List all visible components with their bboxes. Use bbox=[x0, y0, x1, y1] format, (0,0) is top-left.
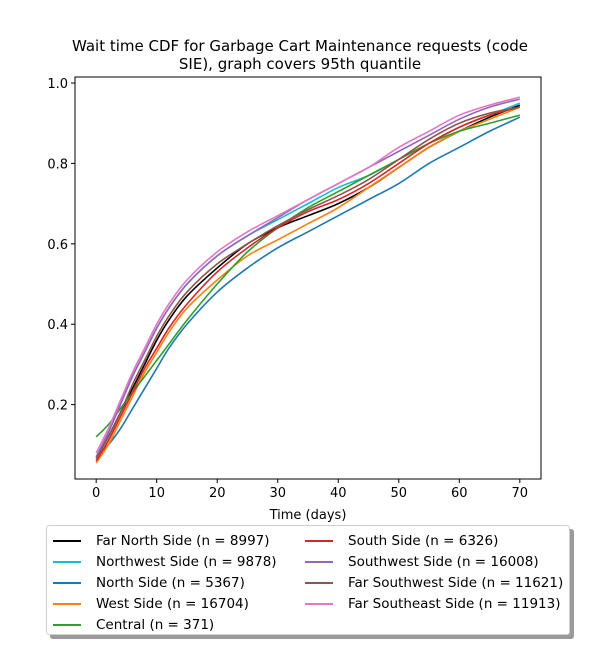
legend-swatch-5 bbox=[305, 539, 333, 542]
legend-label-2: North Side (n = 5367) bbox=[96, 574, 245, 591]
legend-swatch-0 bbox=[53, 539, 81, 542]
x-tick-label-4: 40 bbox=[330, 486, 347, 501]
series-line-8 bbox=[95, 96, 521, 454]
series-line-3 bbox=[95, 106, 521, 464]
legend: Far North Side (n = 8997) Northwest Side … bbox=[46, 525, 570, 635]
legend-label-7: Far Southwest Side (n = 11621) bbox=[348, 574, 564, 591]
y-tick-label-0: 0.2 bbox=[47, 399, 68, 414]
y-tick-label-2: 0.6 bbox=[47, 238, 68, 253]
series-line-4 bbox=[95, 114, 521, 438]
legend-item-5: South Side (n = 6326) bbox=[302, 530, 563, 551]
legend-swatch-8 bbox=[305, 602, 333, 605]
legend-swatch-2 bbox=[53, 581, 81, 584]
legend-item-1: Northwest Side (n = 9878) bbox=[50, 551, 277, 572]
x-tick-label-0: 0 bbox=[92, 486, 100, 501]
x-tick-label-3: 30 bbox=[269, 486, 286, 501]
series-line-5 bbox=[95, 106, 521, 462]
legend-label-6: Southwest Side (n = 16008) bbox=[348, 553, 539, 570]
legend-swatch-6 bbox=[305, 560, 333, 563]
series-line-1 bbox=[95, 102, 521, 458]
series-line-7 bbox=[95, 106, 520, 460]
legend-label-3: West Side (n = 16704) bbox=[96, 595, 249, 612]
plot-frame bbox=[74, 76, 542, 480]
x-tick-label-7: 70 bbox=[512, 486, 529, 501]
x-tick-label-2: 20 bbox=[209, 486, 226, 501]
legend-column-right: South Side (n = 6326) Southwest Side (n =… bbox=[302, 530, 563, 614]
legend-column-left: Far North Side (n = 8997) Northwest Side … bbox=[50, 530, 277, 635]
legend-item-8: Far Southeast Side (n = 11913) bbox=[302, 593, 563, 614]
series-line-6 bbox=[95, 98, 521, 458]
x-tick-label-6: 60 bbox=[451, 486, 468, 501]
x-tick-label-1: 10 bbox=[148, 486, 165, 501]
legend-label-5: South Side (n = 6326) bbox=[348, 532, 499, 549]
legend-item-6: Southwest Side (n = 16008) bbox=[302, 551, 563, 572]
legend-label-1: Northwest Side (n = 9878) bbox=[96, 553, 277, 570]
x-axis-label: Time (days) bbox=[269, 508, 347, 523]
x-tick-label-5: 50 bbox=[391, 486, 408, 501]
y-tick-label-3: 0.8 bbox=[47, 157, 68, 172]
legend-item-2: North Side (n = 5367) bbox=[50, 572, 277, 593]
legend-swatch-1 bbox=[53, 560, 81, 563]
legend-item-0: Far North Side (n = 8997) bbox=[50, 530, 277, 551]
legend-label-8: Far Southeast Side (n = 11913) bbox=[348, 595, 561, 612]
legend-swatch-4 bbox=[53, 623, 81, 626]
legend-label-4: Central (n = 371) bbox=[96, 616, 215, 633]
legend-swatch-3 bbox=[53, 602, 81, 605]
chart-title-line-2: SIE), graph covers 95th quantile bbox=[178, 55, 422, 73]
chart-title-line-1: Wait time CDF for Garbage Cart Maintenan… bbox=[71, 37, 529, 55]
series-line-2 bbox=[95, 116, 521, 458]
legend-item-4: Central (n = 371) bbox=[50, 614, 277, 635]
y-tick-label-1: 0.4 bbox=[47, 318, 68, 333]
legend-label-0: Far North Side (n = 8997) bbox=[96, 532, 270, 549]
y-tick-label-4: 1.0 bbox=[47, 77, 68, 92]
series-line-0 bbox=[95, 104, 521, 458]
legend-item-3: West Side (n = 16704) bbox=[50, 593, 277, 614]
legend-swatch-7 bbox=[305, 581, 333, 584]
legend-item-7: Far Southwest Side (n = 11621) bbox=[302, 572, 563, 593]
